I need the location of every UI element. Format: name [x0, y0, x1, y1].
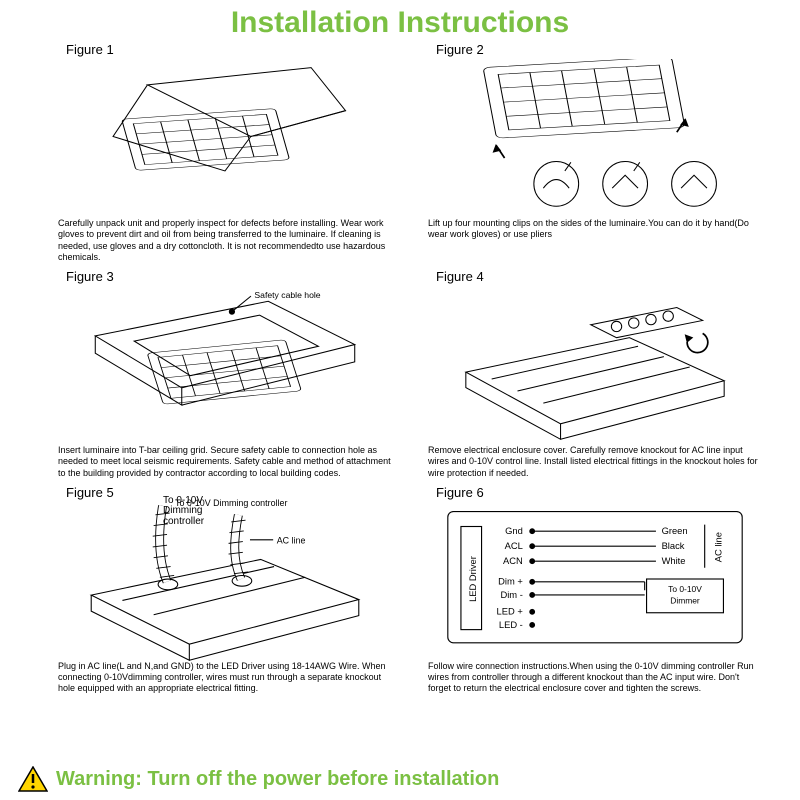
- figure-5-annot1: To 0-10V Dimming controller: [163, 496, 238, 528]
- figure-3-caption: Insert luminaire into T-bar ceiling grid…: [58, 445, 392, 479]
- svg-text:ACL: ACL: [505, 541, 523, 551]
- figure-2-label: Figure 2: [436, 42, 762, 57]
- figure-5-caption: Plug in AC line(L and N,and GND) to the …: [58, 661, 392, 695]
- svg-text:Green: Green: [662, 526, 688, 536]
- svg-text:Gnd: Gnd: [505, 526, 523, 536]
- svg-text:Dim -: Dim -: [500, 590, 522, 600]
- figure-2: Figure 2: [428, 42, 762, 263]
- figure-6-label: Figure 6: [436, 485, 762, 500]
- figure-1-caption: Carefully unpack unit and properly inspe…: [58, 218, 392, 263]
- svg-text:Dim +: Dim +: [498, 577, 523, 587]
- figure-grid: Figure 1 Carefully unpack unit and prope…: [0, 42, 800, 695]
- svg-text:LED +: LED +: [497, 607, 523, 617]
- figure-1-label: Figure 1: [66, 42, 392, 57]
- figure-4: Figure 4 Remove electrical encl: [428, 269, 762, 479]
- figure-1-image: [58, 59, 392, 214]
- svg-text:AC line: AC line: [277, 535, 306, 545]
- svg-text:ACN: ACN: [503, 556, 523, 566]
- warning-text: Warning: Turn off the power before insta…: [56, 768, 499, 791]
- figure-2-image: [428, 59, 762, 214]
- svg-text:LED Driver: LED Driver: [468, 556, 478, 602]
- svg-text:White: White: [662, 556, 686, 566]
- figure-5: Figure 5 To 0-10V: [58, 485, 392, 695]
- figure-6: Figure 6 LED Driver Gnd ACL ACN Dim + Di…: [428, 485, 762, 695]
- figure-6-caption: Follow wire connection instructions.When…: [428, 661, 762, 695]
- svg-text:LED -: LED -: [499, 620, 523, 630]
- figure-4-label: Figure 4: [436, 269, 762, 284]
- figure-4-caption: Remove electrical enclosure cover. Caref…: [428, 445, 762, 479]
- figure-2-caption: Lift up four mounting clips on the sides…: [428, 218, 762, 241]
- warning-icon: [18, 766, 48, 792]
- figure-5-image: To 0-10V Dimming controller AC line To 0…: [58, 502, 392, 657]
- figure-3-label: Figure 3: [66, 269, 392, 284]
- svg-text:Dimmer: Dimmer: [670, 596, 700, 606]
- warning-row: Warning: Turn off the power before insta…: [18, 766, 782, 792]
- svg-text:Black: Black: [662, 541, 685, 551]
- figure-4-image: [428, 286, 762, 441]
- page-title: Installation Instructions: [0, 0, 800, 42]
- svg-text:AC line: AC line: [714, 532, 724, 562]
- figure-3-callout: Safety cable hole: [254, 289, 320, 299]
- figure-6-image: LED Driver Gnd ACL ACN Dim + Dim - LED +…: [428, 502, 762, 657]
- figure-3: Figure 3 Safety c: [58, 269, 392, 479]
- svg-text:To 0-10V: To 0-10V: [668, 584, 702, 594]
- figure-3-image: Safety cable hole: [58, 286, 392, 441]
- figure-1: Figure 1 Carefully unpack unit and prope…: [58, 42, 392, 263]
